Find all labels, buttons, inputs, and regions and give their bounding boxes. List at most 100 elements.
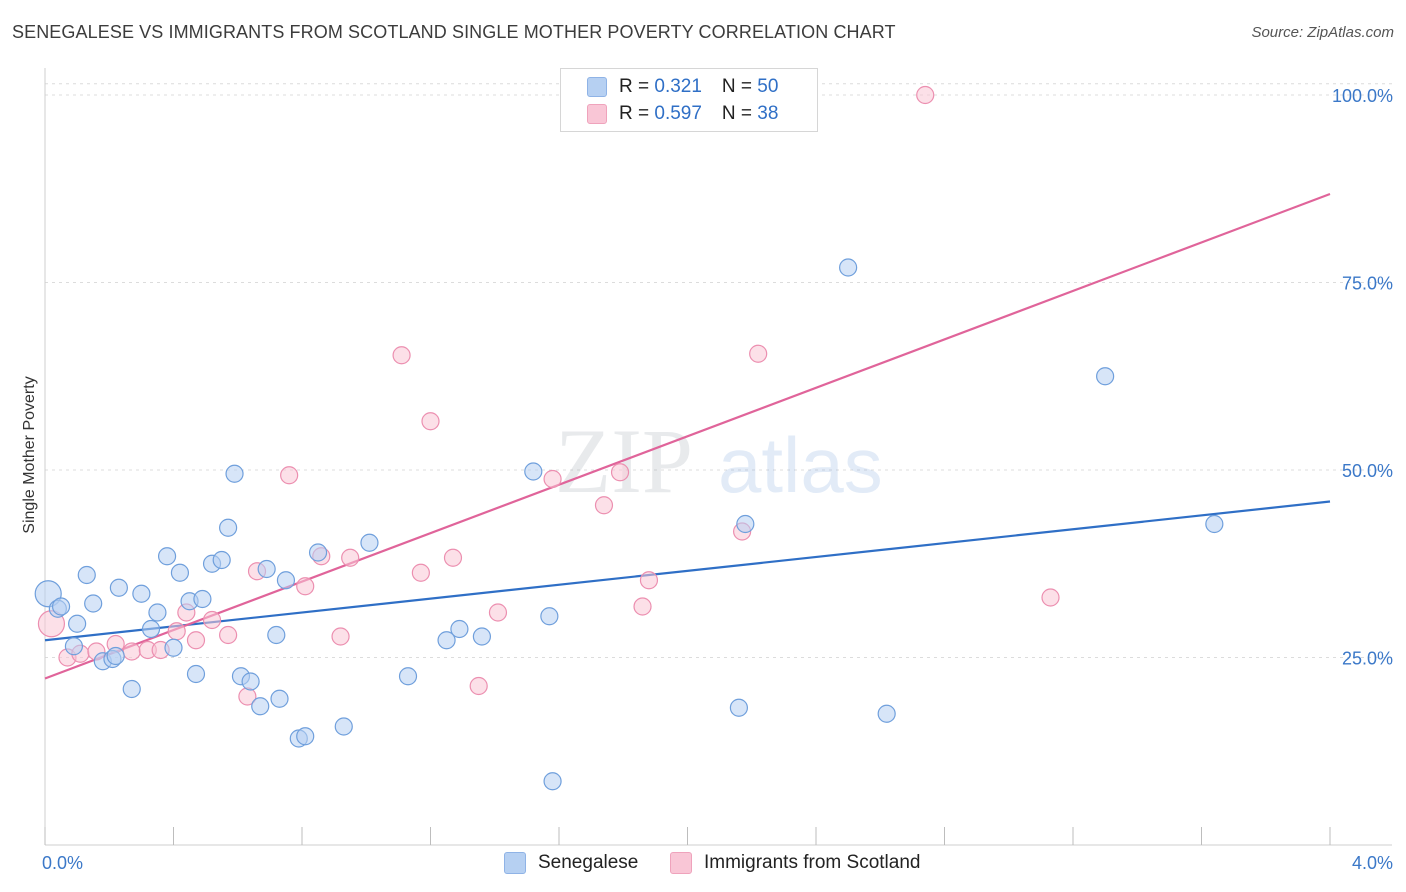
data-point-scotland bbox=[421, 412, 440, 431]
data-point-scotland bbox=[469, 676, 488, 696]
series-legend-scotland: Immigrants from Scotland bbox=[670, 852, 920, 874]
data-point-senegalese bbox=[193, 589, 212, 609]
legend-r-label: R = bbox=[619, 76, 655, 97]
legend-n-label: N = bbox=[721, 103, 758, 124]
y-tick-label: 25.0% bbox=[1342, 649, 1393, 669]
series-name-scotland: Immigrants from Scotland bbox=[704, 852, 921, 873]
y-tick-label: 50.0% bbox=[1342, 461, 1393, 481]
data-point-scotland bbox=[633, 597, 652, 616]
data-point-senegalese bbox=[296, 727, 315, 746]
data-point-scotland bbox=[202, 610, 222, 630]
y-tick-label: 100.0% bbox=[1332, 86, 1393, 106]
data-point-senegalese bbox=[437, 631, 456, 650]
data-point-senegalese bbox=[540, 607, 559, 626]
data-point-senegalese bbox=[219, 518, 238, 537]
data-point-senegalese bbox=[109, 578, 128, 597]
data-point-scotland bbox=[411, 563, 430, 582]
data-point-senegalese bbox=[51, 597, 71, 616]
data-point-scotland bbox=[280, 466, 299, 485]
data-point-senegalese bbox=[186, 664, 206, 684]
data-point-senegalese bbox=[1205, 514, 1224, 534]
data-point-senegalese bbox=[276, 571, 296, 590]
data-point-senegalese bbox=[524, 462, 543, 481]
data-point-senegalese bbox=[106, 646, 125, 666]
data-point-senegalese bbox=[68, 614, 87, 633]
data-point-senegalese bbox=[308, 543, 328, 562]
x-tick-label: 0.0% bbox=[42, 853, 83, 873]
data-point-senegalese bbox=[157, 547, 177, 566]
data-point-senegalese bbox=[270, 689, 289, 708]
series-swatch-scotland bbox=[670, 852, 692, 874]
x-tick-label: 4.0% bbox=[1352, 853, 1393, 873]
data-point-scotland bbox=[122, 642, 141, 661]
data-point-senegalese bbox=[122, 679, 141, 699]
trend-line-scotland bbox=[44, 192, 1331, 680]
data-point-scotland bbox=[639, 571, 659, 590]
y-tick-label: 75.0% bbox=[1342, 274, 1393, 294]
legend-n-value: 50 bbox=[757, 76, 779, 97]
data-point-senegalese bbox=[267, 625, 286, 645]
grid-lines bbox=[45, 83, 1392, 658]
data-point-senegalese bbox=[360, 533, 379, 552]
series-swatch-senegalese bbox=[504, 852, 526, 874]
legend-r-value: 0.597 bbox=[654, 103, 702, 124]
tick-labels: 25.0% 50.0% 75.0% 100.0% 0.0% 4.0% bbox=[42, 86, 1393, 873]
stats-legend: R = 0.321 N = 50 R = 0.597 N = 38 bbox=[560, 68, 818, 132]
legend-r-value: 0.321 bbox=[654, 76, 702, 97]
legend-r-label: R = bbox=[619, 103, 655, 124]
data-point-senegalese bbox=[84, 594, 103, 613]
data-point-scotland bbox=[186, 631, 206, 650]
data-point-scotland bbox=[331, 627, 350, 646]
trend-line-senegalese bbox=[44, 500, 1331, 642]
data-point-scotland bbox=[341, 548, 360, 567]
data-point-senegalese bbox=[398, 667, 418, 686]
data-point-senegalese bbox=[257, 559, 276, 579]
y-axis-label: Single Mother Poverty bbox=[21, 376, 38, 533]
data-point-scotland bbox=[1041, 588, 1060, 607]
legend-row-senegalese: R = 0.321 N = 50 bbox=[587, 75, 778, 99]
data-point-scotland bbox=[543, 469, 562, 489]
data-point-senegalese bbox=[334, 717, 353, 736]
data-point-senegalese bbox=[1096, 367, 1115, 386]
data-point-senegalese bbox=[877, 704, 896, 723]
legend-swatch-blue bbox=[587, 77, 607, 97]
data-point-scotland bbox=[916, 85, 935, 105]
data-point-senegalese bbox=[170, 563, 190, 582]
trend-lines bbox=[44, 192, 1331, 680]
data-point-senegalese bbox=[736, 514, 755, 534]
data-point-scotland bbox=[392, 346, 411, 365]
data-point-senegalese bbox=[839, 258, 858, 277]
data-point-scotland bbox=[167, 622, 186, 641]
data-point-senegalese bbox=[225, 464, 244, 483]
data-point-senegalese bbox=[543, 772, 562, 791]
data-point-scotland bbox=[296, 577, 315, 596]
data-point-senegalese bbox=[64, 637, 84, 656]
chart-source: Source: ZipAtlas.com bbox=[1251, 24, 1394, 41]
data-point-senegalese bbox=[164, 638, 183, 657]
data-point-senegalese bbox=[450, 619, 469, 639]
data-point-senegalese bbox=[77, 565, 96, 585]
legend-n-value: 38 bbox=[757, 103, 779, 124]
data-point-senegalese bbox=[729, 698, 749, 717]
data-point-senegalese bbox=[132, 584, 151, 603]
data-point-scotland bbox=[749, 344, 768, 363]
data-point-scotland bbox=[219, 625, 238, 645]
data-point-scotland bbox=[488, 603, 508, 622]
data-point-senegalese bbox=[212, 550, 231, 570]
data-point-senegalese bbox=[472, 627, 491, 646]
axes bbox=[44, 68, 1392, 846]
legend-row-scotland: R = 0.597 N = 38 bbox=[587, 102, 778, 126]
legend-swatch-pink bbox=[587, 104, 607, 124]
data-point-scotland bbox=[594, 496, 614, 515]
watermark-atlas: atlas bbox=[718, 421, 883, 509]
data-point-scotland bbox=[610, 463, 630, 482]
series-legend-senegalese: Senegalese bbox=[504, 852, 638, 874]
series-name-senegalese: Senegalese bbox=[538, 852, 639, 873]
chart-title: SENEGALESE VS IMMIGRANTS FROM SCOTLAND S… bbox=[12, 22, 896, 42]
data-point-senegalese bbox=[251, 697, 270, 716]
data-point-senegalese bbox=[241, 672, 260, 691]
data-point-scotland bbox=[443, 548, 463, 567]
data-point-senegalese bbox=[148, 603, 167, 622]
legend-n-label: N = bbox=[721, 76, 758, 97]
